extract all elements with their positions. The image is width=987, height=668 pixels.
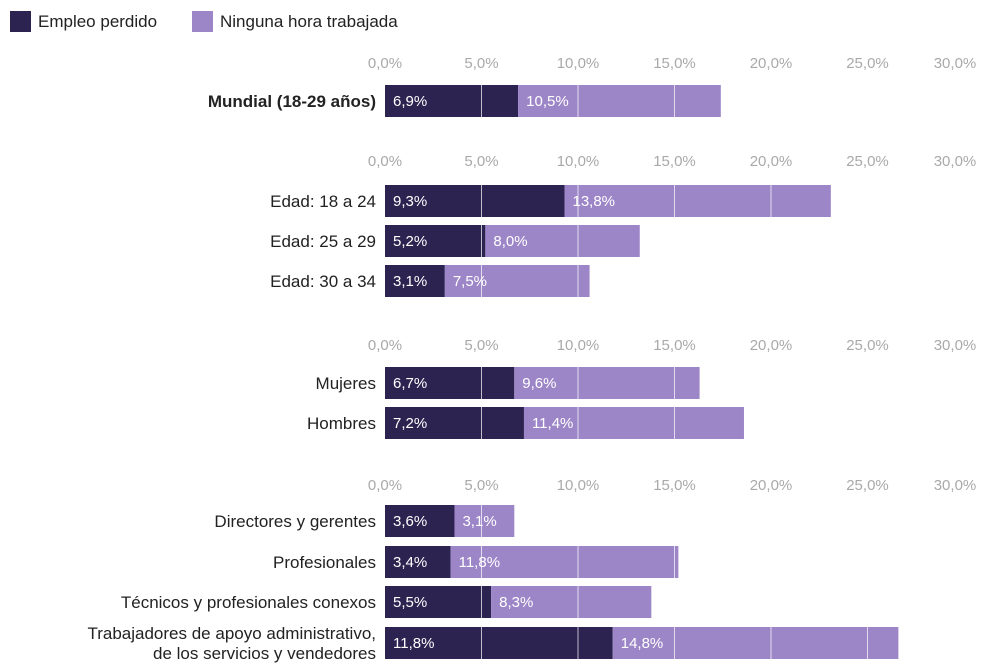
bar-empleo-perdido <box>385 185 565 217</box>
bar-empleo-perdido <box>385 505 455 537</box>
bar-ninguna-hora <box>454 505 515 537</box>
tick-label: 30,0% <box>934 477 977 494</box>
value-label-ninguna-hora: 14,8% <box>621 635 664 652</box>
tick-label: 15,0% <box>653 477 696 494</box>
tick-label: 10,0% <box>557 153 600 170</box>
bar-ninguna-hora <box>491 586 652 618</box>
category-label: Hombres <box>307 414 376 433</box>
value-label-ninguna-hora: 8,0% <box>493 233 527 250</box>
bar-empleo-perdido <box>385 546 451 578</box>
category-label-line-2: de los servicios y vendedores <box>153 644 376 663</box>
tick-label: 5,0% <box>464 337 498 354</box>
category-label: Profesionales <box>273 553 376 572</box>
bar-empleo-perdido <box>385 407 524 439</box>
legend-label-empleo-perdido: Empleo perdido <box>38 12 157 31</box>
bar-ninguna-hora <box>444 265 590 297</box>
category-label: Mujeres <box>316 374 376 393</box>
tick-label: 25,0% <box>846 153 889 170</box>
value-label-empleo-perdido: 3,6% <box>393 513 427 530</box>
category-label-line-1: Trabajadores de apoyo administrativo, <box>87 624 376 643</box>
bar-empleo-perdido <box>385 85 519 117</box>
value-label-ninguna-hora: 11,4% <box>532 415 573 432</box>
category-label: Edad: 25 a 29 <box>270 232 376 251</box>
tick-label: 15,0% <box>653 153 696 170</box>
bar-ninguna-hora <box>450 546 679 578</box>
bar-ninguna-hora <box>485 225 640 257</box>
tick-label: 30,0% <box>934 337 977 354</box>
tick-label: 15,0% <box>653 55 696 72</box>
tick-label: 30,0% <box>934 153 977 170</box>
bar-empleo-perdido <box>385 225 486 257</box>
tick-label: 0,0% <box>368 337 402 354</box>
tick-label: 20,0% <box>750 477 793 494</box>
bar-ninguna-hora <box>514 367 700 399</box>
value-label-ninguna-hora: 3,1% <box>462 513 496 530</box>
bar-empleo-perdido <box>385 265 445 297</box>
tick-label: 5,0% <box>464 153 498 170</box>
value-label-empleo-perdido: 3,4% <box>393 554 427 571</box>
tick-label: 25,0% <box>846 337 889 354</box>
value-label-ninguna-hora: 8,3% <box>499 594 533 611</box>
tick-label: 20,0% <box>750 153 793 170</box>
value-label-ninguna-hora: 10,5% <box>526 93 569 110</box>
category-label: Técnicos y profesionales conexos <box>121 593 376 612</box>
value-label-empleo-perdido: 11,8% <box>393 635 434 652</box>
bar-empleo-perdido <box>385 586 492 618</box>
value-label-empleo-perdido: 9,3% <box>393 193 427 210</box>
tick-label: 10,0% <box>557 477 600 494</box>
legend-swatch-empleo-perdido <box>10 11 31 32</box>
bar-empleo-perdido <box>385 367 515 399</box>
value-label-empleo-perdido: 3,1% <box>393 273 427 290</box>
tick-label: 0,0% <box>368 55 402 72</box>
value-label-empleo-perdido: 5,2% <box>393 233 427 250</box>
bar-ninguna-hora <box>523 407 744 439</box>
category-label: Edad: 18 a 24 <box>270 192 376 211</box>
tick-label: 20,0% <box>750 337 793 354</box>
tick-label: 0,0% <box>368 153 402 170</box>
bar-ninguna-hora <box>564 185 831 217</box>
legend-label-ninguna-hora: Ninguna hora trabajada <box>220 12 398 31</box>
value-label-ninguna-hora: 7,5% <box>453 273 487 290</box>
bar-empleo-perdido <box>385 627 613 659</box>
tick-label: 10,0% <box>557 337 600 354</box>
category-label: Edad: 30 a 34 <box>270 272 376 291</box>
value-label-ninguna-hora: 9,6% <box>522 375 556 392</box>
tick-label: 25,0% <box>846 477 889 494</box>
value-label-empleo-perdido: 6,9% <box>393 93 427 110</box>
tick-label: 5,0% <box>464 477 498 494</box>
tick-label: 25,0% <box>846 55 889 72</box>
value-label-ninguna-hora: 13,8% <box>572 193 615 210</box>
tick-label: 0,0% <box>368 477 402 494</box>
tick-label: 30,0% <box>934 55 977 72</box>
legend-swatch-ninguna-hora <box>192 11 213 32</box>
value-label-empleo-perdido: 5,5% <box>393 594 427 611</box>
tick-label: 15,0% <box>653 337 696 354</box>
tick-label: 10,0% <box>557 55 600 72</box>
bar-ninguna-hora <box>612 627 899 659</box>
tick-label: 5,0% <box>464 55 498 72</box>
category-label: Mundial (18-29 años) <box>208 92 376 111</box>
value-label-ninguna-hora: 11,8% <box>459 554 500 571</box>
value-label-empleo-perdido: 6,7% <box>393 375 427 392</box>
value-label-empleo-perdido: 7,2% <box>393 415 427 432</box>
bar-ninguna-hora <box>518 85 721 117</box>
category-label: Directores y gerentes <box>214 512 376 531</box>
tick-label: 20,0% <box>750 55 793 72</box>
